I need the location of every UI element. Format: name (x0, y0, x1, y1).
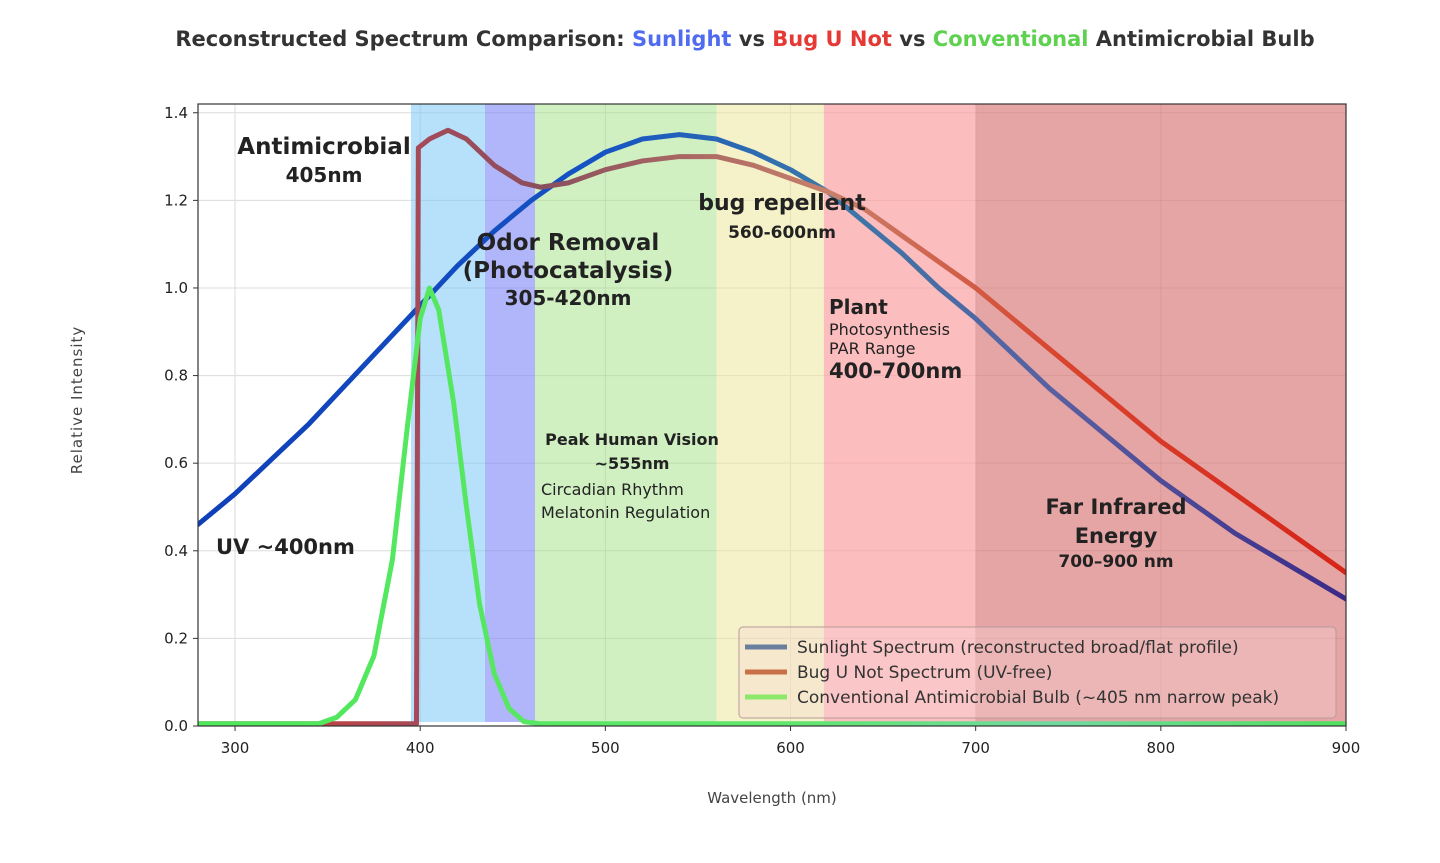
annotation-plant-line: PAR Range (829, 339, 915, 358)
annotation-bug-repellent-line: bug repellent (698, 191, 866, 216)
human-vision-band (534, 104, 717, 722)
y-tick-label: 1.0 (164, 279, 188, 297)
title-part: Sunlight (631, 27, 732, 51)
annotation-far-infrared-line: Far Infrared (1045, 495, 1186, 519)
annotation-odor-removal-line: 305-420nm (505, 286, 632, 310)
annotation-plant-line: Photosynthesis (829, 320, 950, 339)
title-part: vs (731, 27, 773, 51)
annotation-human-vision-line: Melatonin Regulation (541, 503, 710, 522)
title-part: vs (891, 27, 933, 51)
annotation-human-vision-line: Circadian Rhythm (541, 480, 684, 499)
y-axis-label: Relative Intensity (68, 326, 86, 475)
annotation-antimicrobial-line: 405nm (286, 163, 363, 187)
legend-entry: Bug U Not Spectrum (UV-free) (797, 663, 1052, 683)
bug-repellent-band (716, 104, 824, 722)
annotation-far-infrared-line: 700–900 nm (1058, 552, 1173, 572)
legend-box (738, 626, 1337, 719)
annotation-plant-line: Plant (829, 295, 888, 319)
sunlight-series-line (198, 132, 1346, 602)
x-tick-label: 300 (221, 739, 250, 757)
x-tick-label: 700 (961, 739, 990, 757)
y-tick-label: 0.6 (164, 454, 188, 472)
y-tick-label: 0.4 (164, 542, 188, 560)
plot-frame (197, 103, 1347, 727)
x-tick-label: 900 (1332, 739, 1361, 757)
annotation-far-infrared-line: Energy (1075, 524, 1158, 548)
x-axis-label: Wavelength (nm) (707, 789, 837, 807)
x-tick-label: 600 (776, 739, 805, 757)
annotation-bug-repellent-line: 560-600nm (728, 223, 836, 243)
title-part: Antimicrobial Bulb (1088, 27, 1315, 51)
annotation-plant-line: 400-700nm (829, 359, 962, 383)
annotation-human-vision-line: Peak Human Vision (545, 430, 719, 449)
y-tick-label: 0.0 (164, 717, 188, 735)
annotation-antimicrobial-line: Antimicrobial (237, 134, 410, 160)
far-infrared-band (975, 104, 1346, 722)
antimicrobial-band (410, 104, 485, 722)
title-part: Bug U Not (772, 27, 892, 51)
x-tick-label: 400 (406, 739, 435, 757)
y-tick-label: 1.4 (164, 104, 188, 122)
x-tick-label: 800 (1147, 739, 1176, 757)
y-tick-label: 0.8 (164, 367, 188, 385)
y-tick-label: 0.2 (164, 629, 188, 647)
x-tick-label: 500 (591, 739, 620, 757)
legend-entry: Conventional Antimicrobial Bulb (~405 nm… (797, 688, 1279, 708)
annotation-human-vision-line: ~555nm (595, 454, 670, 473)
conventional-bulb-series-line (198, 285, 1346, 726)
annotation-uv-line: UV ~400nm (216, 535, 355, 559)
annotation-odor-removal-line: (Photocatalysis) (463, 258, 674, 284)
odor-removal-band (485, 104, 535, 722)
y-tick-label: 1.2 (164, 191, 188, 209)
title-part: Conventional (932, 27, 1089, 51)
legend-entry: Sunlight Spectrum (reconstructed broad/f… (797, 638, 1239, 658)
bug-u-not-series-line (198, 127, 1346, 726)
title-part: Reconstructed Spectrum Comparison: (175, 27, 632, 51)
chart-title: Reconstructed Spectrum Comparison: Sunli… (0, 27, 1440, 51)
annotation-odor-removal-line: Odor Removal (477, 230, 660, 256)
